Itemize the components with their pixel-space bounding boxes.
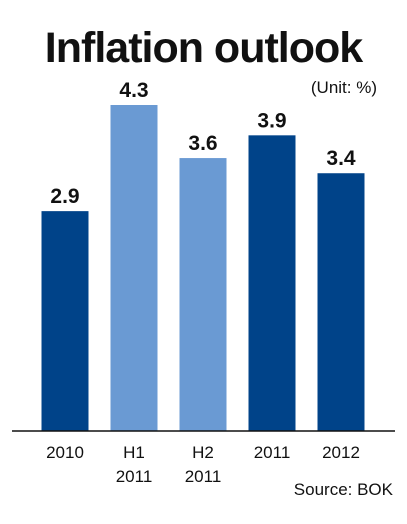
bars-layer xyxy=(41,105,365,432)
data-label-0: 2.9 xyxy=(50,185,79,208)
data-label-3: 3.9 xyxy=(257,109,286,132)
data-label-4: 3.4 xyxy=(326,147,356,170)
x-tick-label-4-0: 2012 xyxy=(322,443,360,462)
labels-layer: 2.9 2010 4.3 H1 2011 3.6 H2 2011 3.9 2011 3.4 2012 xyxy=(46,79,360,486)
bar-4 xyxy=(317,173,365,432)
x-tick-label-3-0: 2011 xyxy=(254,443,291,462)
source-note: Source: BOK xyxy=(293,480,393,499)
bar-0 xyxy=(41,211,89,431)
unit-note: (Unit: %) xyxy=(310,78,377,97)
bar-3 xyxy=(248,135,296,432)
data-label-2: 3.6 xyxy=(188,132,217,155)
bar-2 xyxy=(179,158,227,431)
bar-1 xyxy=(110,105,158,431)
x-tick-label-2-0: H2 xyxy=(192,443,214,462)
x-tick-label-1-0: H1 xyxy=(123,443,145,462)
x-tick-label-0-0: 2010 xyxy=(46,443,84,462)
data-label-1: 4.3 xyxy=(119,79,148,102)
chart-title: Inflation outlook xyxy=(44,24,363,72)
x-tick-label-1-1: 2011 xyxy=(116,467,153,486)
x-tick-label-2-1: 2011 xyxy=(185,467,222,486)
